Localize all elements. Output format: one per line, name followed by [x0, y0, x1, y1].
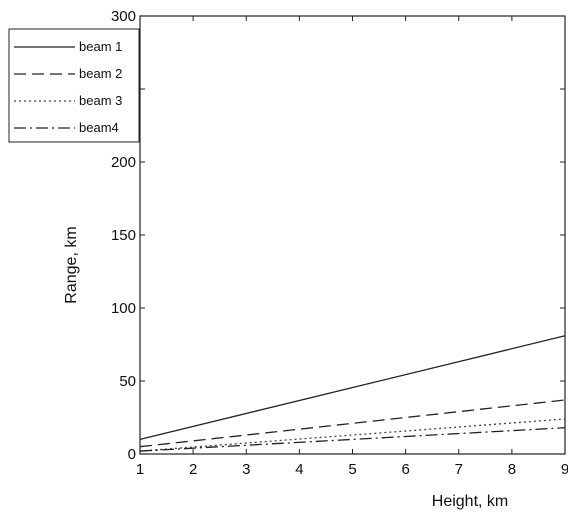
x-tick-label: 6 [401, 461, 409, 478]
y-tick-label: 50 [119, 373, 136, 390]
legend-label-4: beam4 [79, 120, 119, 135]
series-line-3 [139, 418, 566, 452]
y-tick-label: 300 [111, 8, 136, 25]
y-tick-label: 200 [111, 154, 136, 171]
legend: beam 1 beam 2 beam 3 beam4 [8, 28, 140, 143]
y-tick-label: 150 [111, 227, 136, 244]
y-tick-label: 100 [111, 300, 136, 317]
legend-label-3: beam 3 [79, 93, 122, 108]
x-axis-title: Height, km [432, 493, 508, 510]
series-line-1 [139, 335, 566, 441]
plot-area [139, 15, 566, 455]
x-tick-label: 2 [189, 461, 197, 478]
axis-ticks [139, 15, 566, 455]
x-tick-label: 5 [348, 461, 356, 478]
x-tick-label: 1 [136, 461, 144, 478]
legend-label-2: beam 2 [79, 66, 122, 81]
series-line-4 [139, 427, 566, 452]
x-tick-label: 4 [295, 461, 303, 478]
x-tick-label: 7 [455, 461, 463, 478]
x-tick-label: 3 [242, 461, 250, 478]
y-axis-title: Range, km [63, 226, 80, 303]
legend-box [8, 28, 140, 143]
legend-label-1: beam 1 [79, 39, 122, 54]
x-tick-label: 9 [561, 461, 568, 478]
y-tick-label: 0 [128, 446, 136, 463]
tick-labels: 123456789050100150200250300 [111, 8, 568, 478]
x-tick-label: 8 [508, 461, 516, 478]
series-lines [139, 335, 566, 452]
